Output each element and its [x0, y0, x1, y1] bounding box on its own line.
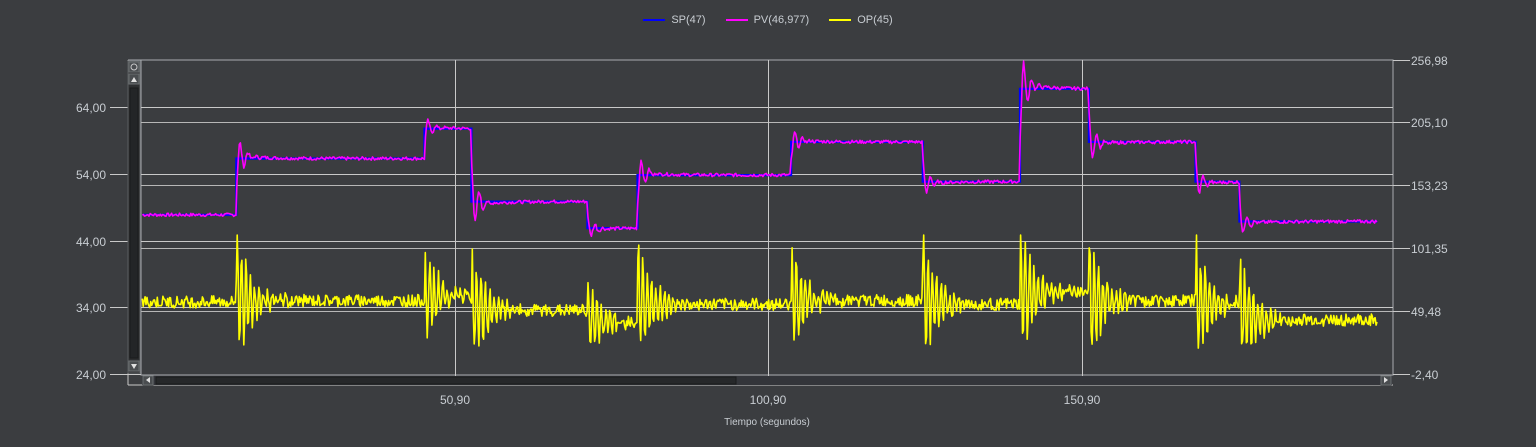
- right-tick-101: 101,35: [1411, 242, 1448, 256]
- sp-swatch-icon: [643, 19, 666, 21]
- horizontal-scrollbar[interactable]: [142, 375, 1392, 386]
- legend: SP(47) PV(46,977) OP(45): [0, 14, 1536, 26]
- legend-label-sp: SP(47): [671, 14, 706, 26]
- arrow-left-icon: [146, 377, 150, 383]
- right-grid: [141, 122, 1393, 312]
- right-tick-153: 153,23: [1411, 179, 1448, 193]
- x-axis-label: Tiempo (segundos): [724, 417, 810, 428]
- horizontal-scroll-thumb[interactable]: [155, 376, 737, 385]
- right-tick-neg2: -2,40: [1411, 368, 1439, 382]
- arrow-down-icon: [131, 364, 137, 369]
- left-tick-54: 54,00: [76, 168, 106, 182]
- right-tick-256: 256,98: [1411, 54, 1448, 68]
- left-tick-24: 24,00: [76, 368, 106, 382]
- vertical-scroll-thumb[interactable]: [129, 87, 139, 359]
- pv-series-line: [142, 60, 1378, 238]
- legend-label-pv: PV(46,977): [753, 14, 810, 26]
- left-ticks: [110, 60, 1393, 386]
- left-tick-44: 44,00: [76, 235, 106, 249]
- left-tick-64: 64,00: [76, 101, 106, 115]
- left-tick-34: 34,00: [76, 301, 106, 315]
- x-tick-150: 150,90: [1064, 393, 1101, 407]
- op-series-line: [141, 234, 1378, 349]
- x-tick-100: 100,90: [750, 393, 787, 407]
- x-tick-50: 50,90: [440, 393, 470, 407]
- reset-icon: [130, 63, 138, 71]
- legend-item-pv[interactable]: PV(46,977): [725, 14, 810, 26]
- series-layer: [141, 60, 1378, 349]
- op-swatch-icon: [829, 19, 852, 21]
- legend-label-op: OP(45): [857, 14, 893, 26]
- legend-item-op[interactable]: OP(45): [829, 14, 893, 26]
- right-ticks: [1393, 60, 1410, 375]
- right-tick-205: 205,10: [1411, 116, 1448, 130]
- pv-swatch-icon: [725, 19, 748, 21]
- arrow-right-icon: [1384, 377, 1388, 383]
- vertical-scrollbar[interactable]: [127, 60, 141, 374]
- legend-item-sp[interactable]: SP(47): [643, 14, 706, 26]
- arrow-up-icon: [131, 77, 137, 82]
- x-grid: [455, 60, 1083, 380]
- right-tick-49: 49,48: [1411, 305, 1441, 319]
- zoom-reset-button[interactable]: [128, 61, 140, 73]
